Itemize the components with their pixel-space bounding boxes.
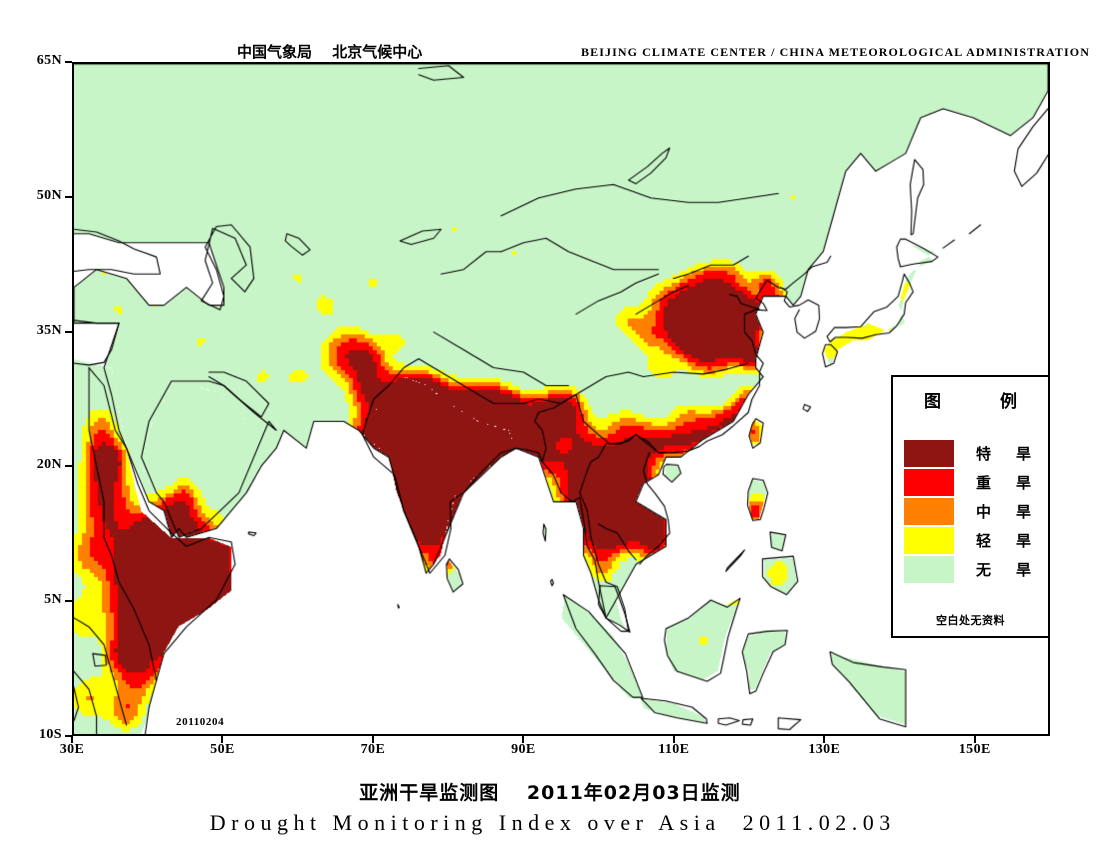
x-axis-label: 130E: [808, 742, 841, 757]
y-axis-label: 65N: [36, 53, 62, 68]
y-axis-tick: [65, 195, 72, 198]
map-canvas: [74, 64, 1048, 734]
y-axis-tick: [65, 330, 72, 333]
y-axis-tick: [65, 600, 72, 603]
x-axis-label: 30E: [59, 742, 85, 757]
y-axis-label: 35N: [36, 322, 62, 338]
legend-item: 轻 旱: [904, 526, 1036, 555]
y-axis-label: 5N: [44, 592, 62, 608]
legend-item-label: 中 旱: [976, 503, 1037, 521]
header-agency-en: BEIJING CLIMATE CENTER / CHINA METEOROLO…: [581, 45, 1090, 59]
x-axis-label: 90E: [511, 742, 536, 757]
x-axis-tick: [823, 736, 826, 743]
legend-swatch: [904, 440, 954, 467]
legend-title: 图 例: [924, 392, 1029, 412]
legend-items: 特 旱重 旱中 旱轻 旱无 旱: [904, 439, 1036, 584]
legend-panel: 图 例 特 旱重 旱中 旱轻 旱无 旱 空白处无资料: [891, 375, 1050, 638]
legend-swatch: [904, 498, 954, 525]
x-axis-tick: [221, 736, 224, 743]
map-datestamp: 20110204: [176, 716, 225, 728]
legend-item-label: 特 旱: [976, 445, 1037, 463]
y-axis-label: 20N: [36, 457, 62, 473]
y-axis-label: 10S: [39, 727, 62, 742]
legend-swatch: [904, 469, 954, 496]
legend-swatch: [904, 556, 954, 583]
chart-title-cn: 亚洲干旱监测图 2011年02月03日监测: [359, 782, 741, 804]
x-axis-label: 70E: [360, 742, 386, 757]
legend-item-label: 无 旱: [976, 561, 1037, 579]
x-axis-label: 50E: [210, 742, 235, 757]
x-axis-tick: [973, 736, 976, 743]
legend-note: 空白处无资料: [936, 614, 1005, 627]
x-axis-label: 110E: [658, 742, 690, 757]
legend-item: 重 旱: [904, 468, 1036, 497]
drought-map: [72, 62, 1050, 736]
legend-item-label: 重 旱: [976, 474, 1037, 492]
y-axis-tick: [65, 465, 72, 468]
x-axis-tick: [371, 736, 374, 743]
y-axis-tick: [65, 61, 72, 63]
legend-item: 特 旱: [904, 439, 1036, 468]
x-axis-tick: [71, 736, 73, 743]
legend-item: 中 旱: [904, 497, 1036, 526]
header-agency-cn: 中国气象局 北京气候中心: [237, 43, 423, 61]
y-axis-tick: [65, 735, 72, 737]
legend-item: 无 旱: [904, 555, 1036, 584]
legend-swatch: [904, 527, 954, 554]
y-axis-label: 50N: [36, 187, 62, 203]
chart-title-en: Drought Monitoring Index over Asia 2011.…: [209, 810, 896, 835]
x-axis-label: 150E: [958, 742, 991, 757]
x-axis-tick: [522, 736, 525, 743]
x-axis-tick: [672, 736, 675, 743]
legend-item-label: 轻 旱: [976, 532, 1037, 550]
